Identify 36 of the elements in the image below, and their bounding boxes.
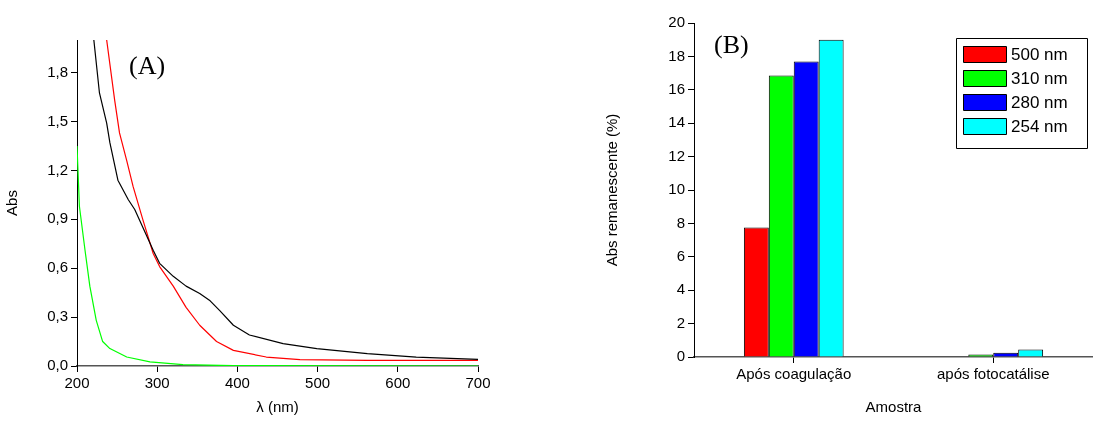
y-tick-label: 0,9 bbox=[47, 209, 68, 227]
y-tick-label: 8 bbox=[676, 213, 685, 231]
legend-label: 500 nm bbox=[1011, 44, 1068, 64]
x-tick-label: Após coagulação bbox=[736, 365, 852, 383]
y-tick-label: 12 bbox=[668, 146, 685, 164]
y-axis-title: Abs remanescente (%) bbox=[603, 113, 621, 267]
x-axis-title: λ (nm) bbox=[256, 398, 299, 416]
x-tick-label: após fotocatálise bbox=[936, 365, 1050, 383]
y-tick-label: 18 bbox=[668, 46, 685, 64]
y-tick-label: 0,3 bbox=[47, 307, 68, 325]
y-tick-label: 1,2 bbox=[47, 160, 68, 178]
annotation: (A) bbox=[129, 50, 166, 80]
y-tick-label: 0,6 bbox=[47, 258, 68, 276]
y-axis-title: Abs bbox=[3, 190, 21, 216]
y-tick-label: 0,0 bbox=[47, 356, 68, 374]
x-tick-label: 200 bbox=[64, 374, 90, 392]
y-tick-label: 1,5 bbox=[47, 111, 68, 129]
x-tick-label: 400 bbox=[224, 374, 250, 392]
y-tick-label: 14 bbox=[668, 113, 685, 131]
y-tick-label: 6 bbox=[676, 246, 685, 264]
y-tick-label: 0 bbox=[676, 347, 685, 365]
x-tick-label: 700 bbox=[465, 374, 491, 392]
x-tick-label: 500 bbox=[305, 374, 331, 392]
y-tick-label: 16 bbox=[668, 79, 685, 97]
legend-label: 310 nm bbox=[1011, 68, 1068, 88]
y-tick-label: 2 bbox=[676, 313, 685, 331]
y-tick-label: 20 bbox=[668, 13, 685, 31]
y-tick-label: 4 bbox=[676, 280, 685, 298]
y-tick-label: 1,8 bbox=[47, 62, 68, 80]
x-tick-label: 300 bbox=[144, 374, 170, 392]
legend-label: 280 nm bbox=[1011, 92, 1068, 112]
x-axis-title: Amostra bbox=[865, 398, 923, 416]
legend-label: 254 nm bbox=[1011, 116, 1068, 136]
annotation: (B) bbox=[714, 29, 749, 59]
y-tick-label: 10 bbox=[668, 180, 685, 198]
x-tick-label: 600 bbox=[385, 374, 411, 392]
